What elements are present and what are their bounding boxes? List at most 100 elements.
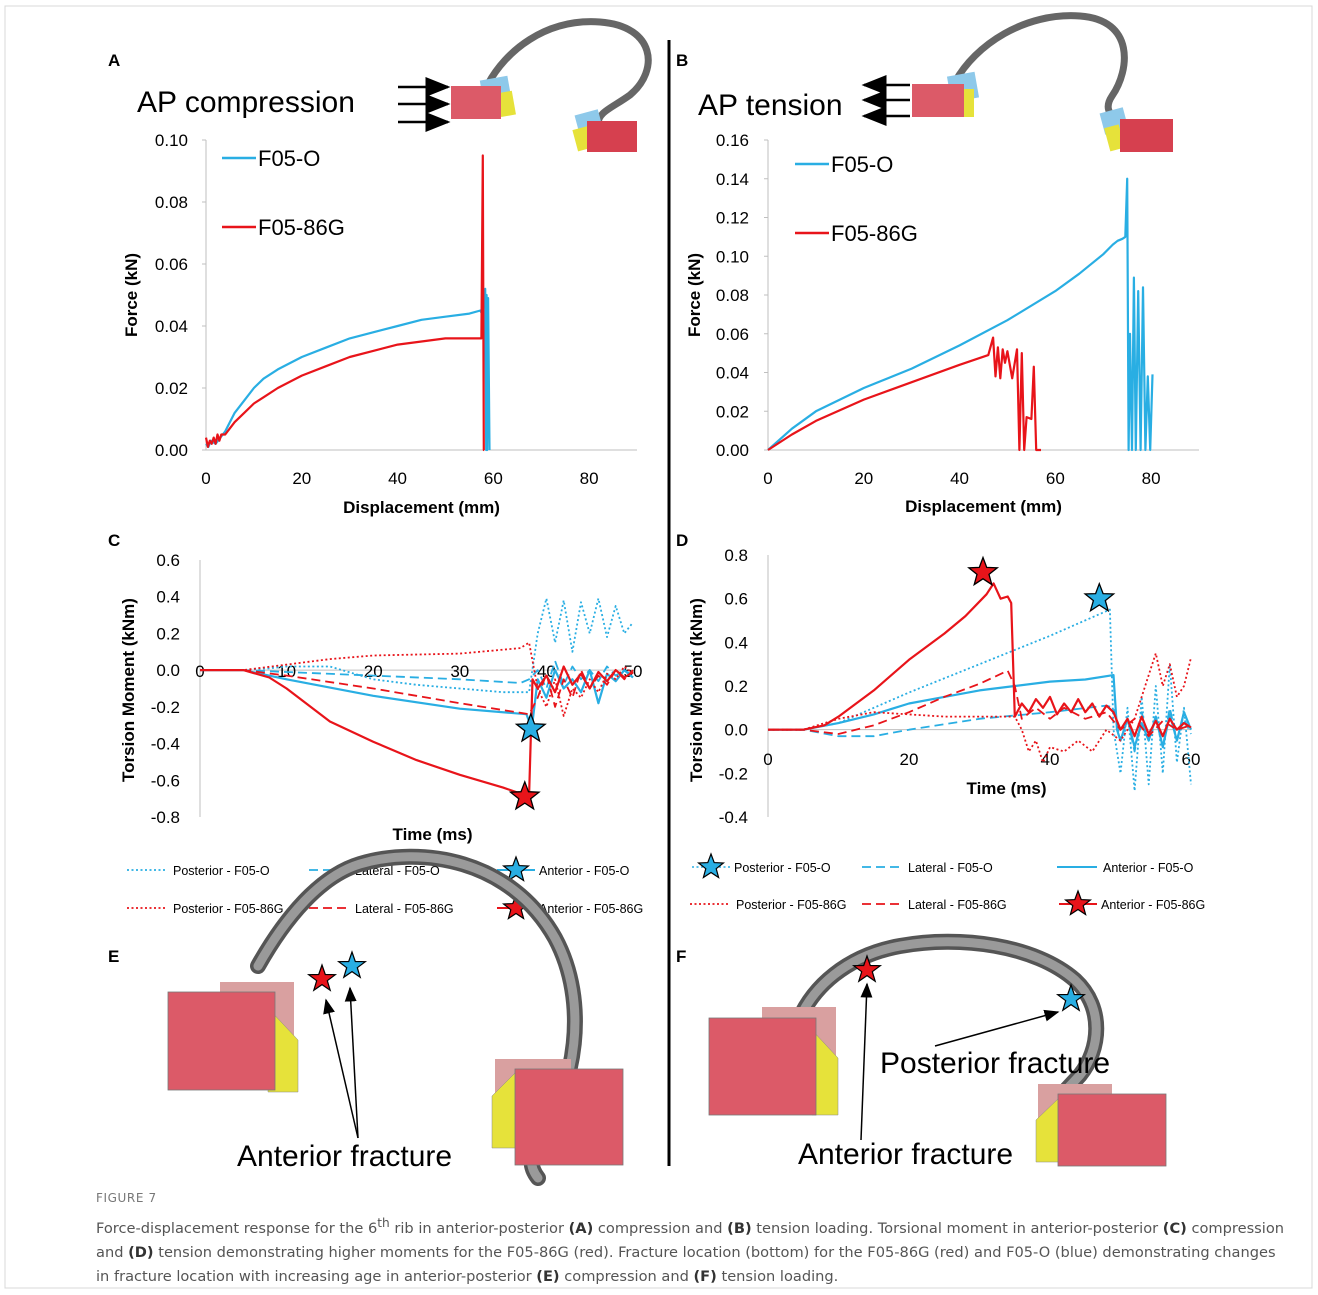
y-tick-label: 0.04: [716, 364, 749, 383]
y-tick-label: 0.2: [156, 624, 180, 643]
fracture-marker-blue: [1083, 581, 1116, 613]
legend-star-marker: [1063, 889, 1093, 916]
panel-label-b: B: [676, 51, 688, 70]
y-tick-label: -0.2: [719, 764, 748, 783]
schematic-a-title: AP compression: [137, 86, 355, 119]
x-tick-label: 20: [292, 469, 311, 488]
anterior-fracture-marker-red: [851, 954, 883, 983]
posterior-fracture-marker-blue: [1055, 983, 1087, 1012]
legend-label: Anterior - F05-86G: [1101, 898, 1205, 912]
schematic-b-title: AP tension: [698, 89, 843, 122]
anterior-fracture-marker-red: [306, 963, 338, 992]
chart-c: 0.60.40.20.0-0.2-0.4-0.6-0.80 10 20 30 40 50T…: [119, 551, 643, 920]
y-tick-label: 0.10: [155, 131, 188, 150]
schematic-f: Posterior fracture Anterior fracture: [708, 933, 1167, 1171]
y-tick-label: 0.08: [716, 286, 749, 305]
y-axis-title: Force (kN): [122, 253, 141, 337]
callout-arrow: [934, 1009, 1060, 1047]
y-tick-label: 0.06: [155, 255, 188, 274]
y-tick-label: 0.2: [724, 677, 748, 696]
schematic-b: AP tension: [698, 12, 1173, 152]
x-tick-label: 80: [580, 469, 599, 488]
posterior-fracture-label: Posterior fracture: [880, 1047, 1110, 1080]
x-tick-label: 60: [1182, 750, 1201, 769]
panel-label-a: A: [108, 51, 120, 70]
chart-a: 0.00 0.02 0.04 0.06 0.08 0.10 0 20 40 60 80 Displac…: [122, 131, 637, 517]
chart-b: 0.00 0.02 0.04 0.06 0.08 0.10 0.12 0.14 0.16 0 20 4…: [685, 131, 1199, 516]
figure-label: FIGURE 7: [96, 1191, 157, 1205]
anterior-fracture-label: Anterior fracture: [798, 1138, 1013, 1171]
y-tick-label: -0.4: [719, 808, 748, 827]
callout-arrow: [344, 986, 359, 1139]
series-line-f05-86g: [204, 154, 485, 452]
x-tick-label: 0: [763, 469, 772, 488]
anterior-fracture-label: Anterior fracture: [237, 1140, 452, 1173]
fracture-marker-blue: [514, 712, 547, 743]
support-block: [587, 121, 637, 152]
series-line-posterior-f05-86g: [200, 641, 634, 717]
series-line-posterior-f05-o: [200, 597, 634, 694]
y-tick-label: 0.6: [724, 590, 748, 609]
y-tick-label: 0.0: [156, 661, 180, 680]
y-tick-label: 0.10: [716, 247, 749, 266]
legend-label: Anterior - F05-O: [1103, 861, 1194, 875]
figure-frame: [4, 5, 1313, 1289]
legend-label: Lateral - F05-86G: [355, 902, 454, 916]
legend-label: F05-O: [831, 152, 893, 177]
y-tick-label: 0.08: [155, 193, 188, 212]
x-tick-label: 20: [854, 469, 873, 488]
y-tick-label: 0.02: [716, 402, 749, 421]
chart-d: 0.8 0.6 0.4 0.2 0.0 -0.2 -0.4 0 20 40 60 Time (ms) T…: [687, 546, 1205, 916]
series-line-lateral-f05-86g: [768, 669, 1192, 738]
legend-label: Anterior - F05-O: [539, 864, 630, 878]
x-tick-label: 40: [950, 469, 969, 488]
y-axis-title: Force (kN): [685, 253, 704, 337]
y-tick-label: 0.8: [724, 546, 748, 565]
fracture-marker-red: [967, 555, 1000, 587]
figure-caption: FIGURE 7 Force-displacement response for…: [96, 1186, 1291, 1289]
legend-label: F05-86G: [831, 221, 918, 246]
rib-shape: [484, 18, 652, 128]
support-wedge: [962, 89, 974, 117]
x-tick-label: 40: [1041, 750, 1060, 769]
x-axis-title: Time (ms): [967, 779, 1047, 798]
series-line-posterior-f05-86g: [768, 652, 1192, 764]
y-tick-label: 0.00: [716, 441, 749, 460]
x-tick-label: 80: [1142, 469, 1161, 488]
support-wedge: [1104, 124, 1125, 152]
series-line-anterior-f05-86g: [200, 665, 634, 797]
x-axis-title: Displacement (mm): [905, 497, 1062, 516]
series-line-f05-86g: [767, 336, 1041, 452]
panel-label-f: F: [676, 947, 686, 966]
x-axis-title: Time (ms): [393, 825, 473, 844]
legend-label: Lateral - F05-86G: [908, 898, 1007, 912]
y-tick-label: -0.2: [151, 698, 180, 717]
schematic-a: AP compression: [137, 18, 652, 152]
x-axis-title: Displacement (mm): [343, 498, 500, 517]
x-tick-label: 20: [364, 662, 383, 681]
legend-star-marker: [501, 855, 531, 882]
y-tick-label: -0.8: [151, 808, 180, 827]
y-tick-label: 0.00: [155, 441, 188, 460]
fracture-marker-red: [508, 779, 541, 811]
rib-shape: [790, 937, 1101, 1119]
legend-label: Posterior - F05-O: [173, 864, 270, 878]
callout-arrow: [323, 998, 359, 1139]
y-tick-label: 0.16: [716, 131, 749, 150]
support-block: [1057, 1093, 1167, 1167]
series-line-f05-o: [205, 287, 491, 452]
series-line-lateral-f05-86g: [200, 669, 634, 716]
x-tick-label: 0: [201, 469, 210, 488]
series-line-anterior-f05-o: [768, 673, 1193, 749]
legend-label: Anterior - F05-86G: [539, 902, 643, 916]
legend-label: Posterior - F05-O: [734, 861, 831, 875]
y-axis-title: Torsion Moment (kNm): [119, 598, 138, 782]
x-tick-label: 0: [763, 750, 772, 769]
x-tick-label: 60: [484, 469, 503, 488]
x-tick-label: 40: [388, 469, 407, 488]
y-tick-label: 0.14: [716, 170, 749, 189]
support-block: [167, 991, 276, 1091]
support-block: [1120, 119, 1173, 152]
y-tick-label: 0.06: [716, 325, 749, 344]
